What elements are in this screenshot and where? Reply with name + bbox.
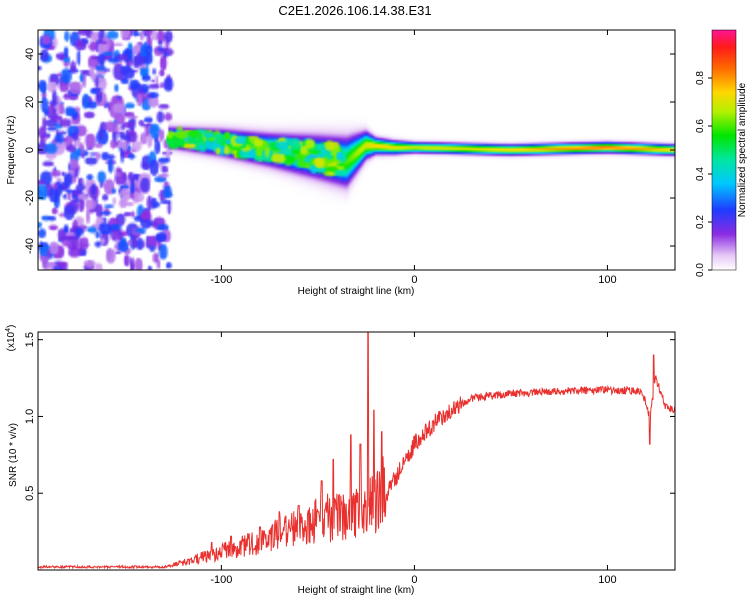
y-tick-label: -20 bbox=[24, 190, 36, 206]
x-tick-label: 0 bbox=[411, 274, 417, 286]
snr-xlabel: Height of straight line (km) bbox=[298, 585, 415, 596]
svg-text:(x104): (x104) bbox=[5, 325, 17, 352]
snr-multiplier-exp: 4 bbox=[5, 328, 12, 332]
colorbar: 0.0 0.2 0.4 0.6 0.8 Normalized spectral ampl… bbox=[695, 29, 748, 277]
spectrogram-ticks: -100 0 100 -40 -20 0 20 40 bbox=[24, 30, 675, 286]
colorbar-ticks: 0.0 0.2 0.4 0.6 0.8 bbox=[695, 71, 712, 277]
colorbar-tick-label: 0.4 bbox=[695, 167, 706, 181]
colorbar-tick-label: 0.6 bbox=[695, 119, 706, 133]
spectrogram-xlabel: Height of straight line (km) bbox=[298, 286, 415, 297]
x-tick-label: 0 bbox=[411, 574, 417, 586]
spectrogram-ylabel: Frequency (Hz) bbox=[6, 116, 17, 185]
snr-ticks: -100 0 100 0.5 1.0 1.5 bbox=[24, 332, 675, 586]
y-tick-label: 40 bbox=[24, 48, 36, 60]
y-tick-label: -40 bbox=[24, 238, 36, 254]
x-tick-label: 100 bbox=[598, 574, 616, 586]
colorbar-tick-label: 0.8 bbox=[695, 71, 706, 85]
spectrogram-heatmap bbox=[38, 30, 675, 270]
colorbar-scale bbox=[711, 29, 737, 271]
colorbar-tick-label: 0.2 bbox=[695, 215, 706, 229]
snr-panel: -100 0 100 0.5 1.0 1.5 Height of straight lin… bbox=[5, 325, 676, 596]
colorbar-label: Normalized spectral amplitude bbox=[737, 82, 748, 217]
x-tick-label: -100 bbox=[210, 274, 232, 286]
y-tick-label: 0.5 bbox=[24, 486, 36, 501]
colorbar-tick-label: 0.0 bbox=[695, 263, 706, 277]
x-tick-label: 100 bbox=[598, 274, 616, 286]
y-tick-label: 1.0 bbox=[24, 409, 36, 424]
snr-multiplier-base: (x10 bbox=[6, 331, 17, 351]
snr-multiplier: (x104) bbox=[5, 325, 17, 352]
y-tick-label: 0 bbox=[24, 147, 36, 153]
y-tick-label: 20 bbox=[24, 96, 36, 108]
snr-ylabel: SNR (10 * v/v) bbox=[8, 423, 19, 487]
snr-series-line bbox=[38, 332, 675, 570]
y-tick-label: 1.5 bbox=[24, 332, 36, 347]
figure-title: C2E1.2026.106.14.38.E31 bbox=[278, 3, 431, 18]
snr-frame bbox=[37, 331, 676, 571]
x-tick-label: -100 bbox=[210, 574, 232, 586]
spectrogram-panel: -100 0 100 -40 -20 0 20 40 Height of straight l… bbox=[6, 29, 676, 297]
